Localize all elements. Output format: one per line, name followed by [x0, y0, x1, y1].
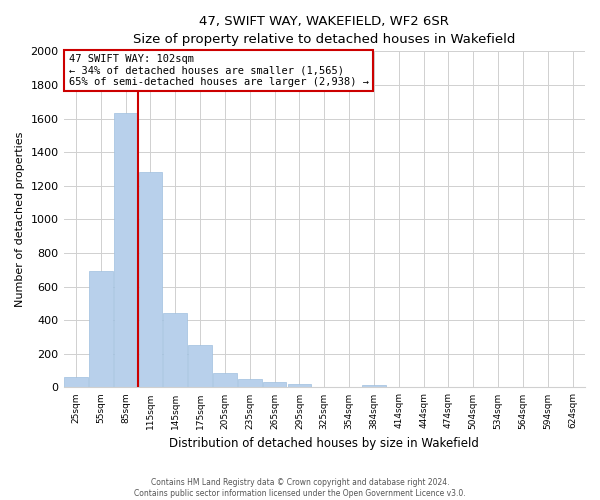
- Bar: [287, 384, 311, 388]
- X-axis label: Distribution of detached houses by size in Wakefield: Distribution of detached houses by size …: [169, 437, 479, 450]
- Bar: [89, 272, 113, 388]
- Bar: [139, 172, 162, 388]
- Bar: [213, 372, 237, 388]
- Bar: [188, 344, 212, 388]
- Bar: [362, 385, 386, 388]
- Bar: [114, 112, 137, 388]
- Bar: [163, 314, 187, 388]
- Bar: [238, 378, 262, 388]
- Title: 47, SWIFT WAY, WAKEFIELD, WF2 6SR
Size of property relative to detached houses i: 47, SWIFT WAY, WAKEFIELD, WF2 6SR Size o…: [133, 15, 515, 46]
- Bar: [263, 382, 286, 388]
- Text: 47 SWIFT WAY: 102sqm
← 34% of detached houses are smaller (1,565)
65% of semi-de: 47 SWIFT WAY: 102sqm ← 34% of detached h…: [68, 54, 368, 87]
- Y-axis label: Number of detached properties: Number of detached properties: [15, 132, 25, 307]
- Text: Contains HM Land Registry data © Crown copyright and database right 2024.
Contai: Contains HM Land Registry data © Crown c…: [134, 478, 466, 498]
- Bar: [64, 376, 88, 388]
